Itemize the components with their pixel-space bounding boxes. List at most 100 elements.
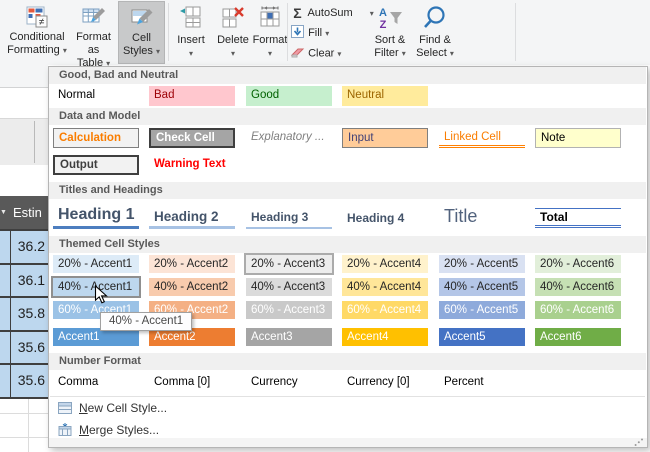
- conditional-formatting-label-line2: Formatting: [7, 44, 60, 56]
- style-60-accent5[interactable]: 60% - Accent5: [439, 301, 525, 319]
- cell-styles-button[interactable]: Cell Styles ▾: [118, 1, 165, 64]
- style-accent6[interactable]: Accent6: [535, 328, 621, 346]
- conditional-formatting-icon: ≠: [2, 1, 72, 31]
- style-calculation[interactable]: Calculation: [53, 128, 139, 148]
- style-40-accent6[interactable]: 40% - Accent6: [535, 278, 621, 296]
- format-cells-icon: [250, 1, 290, 34]
- style-60-accent4[interactable]: 60% - Accent4: [342, 301, 428, 319]
- style-warning-text[interactable]: Warning Text: [154, 158, 226, 170]
- svg-text:A: A: [379, 7, 387, 19]
- style-linked-cell[interactable]: Linked Cell: [439, 128, 525, 148]
- style-40-accent5[interactable]: 40% - Accent5: [439, 278, 525, 296]
- style-output[interactable]: Output: [53, 155, 139, 175]
- menu-divider: [50, 396, 645, 397]
- fill-down-icon: [290, 25, 305, 41]
- gridline: [0, 437, 48, 438]
- chevron-down-icon: ▾: [337, 49, 342, 59]
- style-20-accent1[interactable]: 20% - Accent1: [53, 255, 139, 273]
- style-heading3[interactable]: Heading 3: [246, 210, 332, 229]
- chevron-down-icon: ▾: [267, 49, 272, 58]
- style-accent4[interactable]: Accent4: [342, 328, 428, 346]
- conditional-formatting-button[interactable]: ≠ Conditional Formatting ▾: [2, 1, 72, 64]
- style-total[interactable]: Total: [535, 208, 621, 228]
- style-40-accent2[interactable]: 40% - Accent2: [149, 278, 235, 296]
- delete-button[interactable]: Delete ▾: [212, 1, 254, 60]
- style-40-accent4[interactable]: 40% - Accent4: [342, 278, 428, 296]
- style-note[interactable]: Note: [535, 128, 621, 148]
- style-60-accent6[interactable]: 60% - Accent6: [535, 301, 621, 319]
- style-comma[interactable]: Comma: [58, 376, 99, 388]
- filter-icon[interactable]: ▼: [0, 209, 7, 216]
- style-heading4[interactable]: Heading 4: [347, 211, 405, 225]
- style-accent3[interactable]: Accent3: [246, 328, 332, 346]
- conditional-formatting-label-line1: Conditional: [9, 31, 65, 43]
- style-heading1[interactable]: Heading 1: [53, 206, 139, 229]
- style-accent5[interactable]: Accent5: [439, 328, 525, 346]
- style-60-accent3[interactable]: 60% - Accent3: [246, 301, 332, 319]
- clear-label: Clear: [308, 47, 335, 60]
- style-20-accent4[interactable]: 20% - Accent4: [342, 255, 428, 273]
- cell-styles-label-line2: Styles: [122, 45, 153, 57]
- sheet-cell[interactable]: 36.1: [0, 264, 48, 298]
- style-currency[interactable]: Currency: [251, 376, 298, 388]
- section-header-themed: Themed Cell Styles: [49, 236, 646, 253]
- style-40-accent3[interactable]: 40% - Accent3: [246, 278, 332, 296]
- sheet-cell[interactable]: 36.2: [0, 231, 48, 265]
- ribbon-group-separator: [287, 3, 288, 61]
- style-normal[interactable]: Normal: [58, 89, 96, 101]
- style-neutral[interactable]: Neutral: [342, 86, 428, 106]
- section-header-titles-headings: Titles and Headings: [49, 182, 646, 199]
- chevron-down-icon: ▾: [230, 49, 235, 58]
- autosum-button[interactable]: Σ AutoSum ▾: [290, 5, 373, 21]
- style-good[interactable]: Good: [246, 86, 332, 106]
- style-bad[interactable]: Bad: [149, 86, 235, 106]
- chevron-down-icon: ▾: [401, 49, 406, 58]
- fill-button[interactable]: Fill ▾: [290, 25, 329, 41]
- find-select-button[interactable]: Find & Select ▾: [412, 1, 458, 60]
- style-title[interactable]: Title: [444, 206, 478, 226]
- chevron-down-icon: ▾: [188, 49, 193, 58]
- format-as-table-button[interactable]: Format as Table ▾: [70, 1, 117, 69]
- style-explanatory[interactable]: Explanatory ...: [251, 131, 325, 143]
- style-heading2[interactable]: Heading 2: [149, 209, 235, 229]
- insert-button[interactable]: Insert ▾: [170, 1, 212, 60]
- ribbon-group-separator: [515, 3, 516, 61]
- sheet-cell[interactable]: 35.6: [0, 365, 48, 399]
- gridline: [28, 399, 29, 452]
- section-header-data-model: Data and Model: [49, 108, 646, 125]
- new-cell-style-menu-item[interactable]: New Cell Style...: [49, 399, 646, 418]
- sheet-cell[interactable]: 35.8: [0, 298, 48, 332]
- sheet-cell[interactable]: 35.6: [0, 331, 48, 365]
- style-check-cell[interactable]: Check Cell: [149, 128, 235, 148]
- merge-styles-menu-item[interactable]: Merge Styles...: [49, 421, 646, 440]
- clear-button[interactable]: Clear ▾: [290, 46, 341, 61]
- svg-text:≠: ≠: [39, 17, 45, 28]
- style-accent2[interactable]: Accent2: [149, 328, 235, 346]
- sheet-rows: 36.2 36.1 35.8 35.6 35.6: [0, 229, 48, 399]
- style-comma-0[interactable]: Comma [0]: [154, 376, 211, 388]
- column-headers-area: [0, 119, 48, 165]
- style-input[interactable]: Input: [342, 128, 428, 148]
- sheet-column-header[interactable]: Estin: [0, 196, 48, 229]
- merge-styles-label: erge Styles...: [89, 423, 160, 437]
- chevron-down-icon: ▾: [62, 46, 67, 55]
- sort-filter-label-line1: Sort &: [374, 34, 406, 46]
- style-currency-0[interactable]: Currency [0]: [347, 376, 410, 388]
- style-percent[interactable]: Percent: [444, 376, 484, 388]
- style-20-accent2[interactable]: 20% - Accent2: [149, 255, 235, 273]
- sort-filter-button[interactable]: A Z Sort & Filter ▾: [368, 1, 412, 60]
- style-20-accent3[interactable]: 20% - Accent3: [244, 253, 334, 275]
- style-20-accent5[interactable]: 20% - Accent5: [439, 255, 525, 273]
- find-select-label-line2: Select: [416, 47, 447, 59]
- cell-styles-icon: [119, 2, 164, 32]
- chevron-down-icon: ▾: [449, 49, 454, 58]
- style-20-accent6[interactable]: 20% - Accent6: [535, 255, 621, 273]
- mouse-cursor-icon: [94, 285, 108, 304]
- resize-grip-icon[interactable]: [634, 438, 644, 446]
- ribbon: ≠ Conditional Formatting ▾ Format as Tab…: [0, 0, 650, 69]
- style-accent1[interactable]: Accent1: [53, 328, 139, 346]
- format-button[interactable]: Format ▾: [250, 1, 290, 60]
- cell-styles-gallery: Good, Bad and Neutral Normal Bad Good Ne…: [48, 66, 648, 448]
- sort-filter-label-line2: Filter: [374, 47, 399, 59]
- column-header-label: Estin: [13, 205, 42, 220]
